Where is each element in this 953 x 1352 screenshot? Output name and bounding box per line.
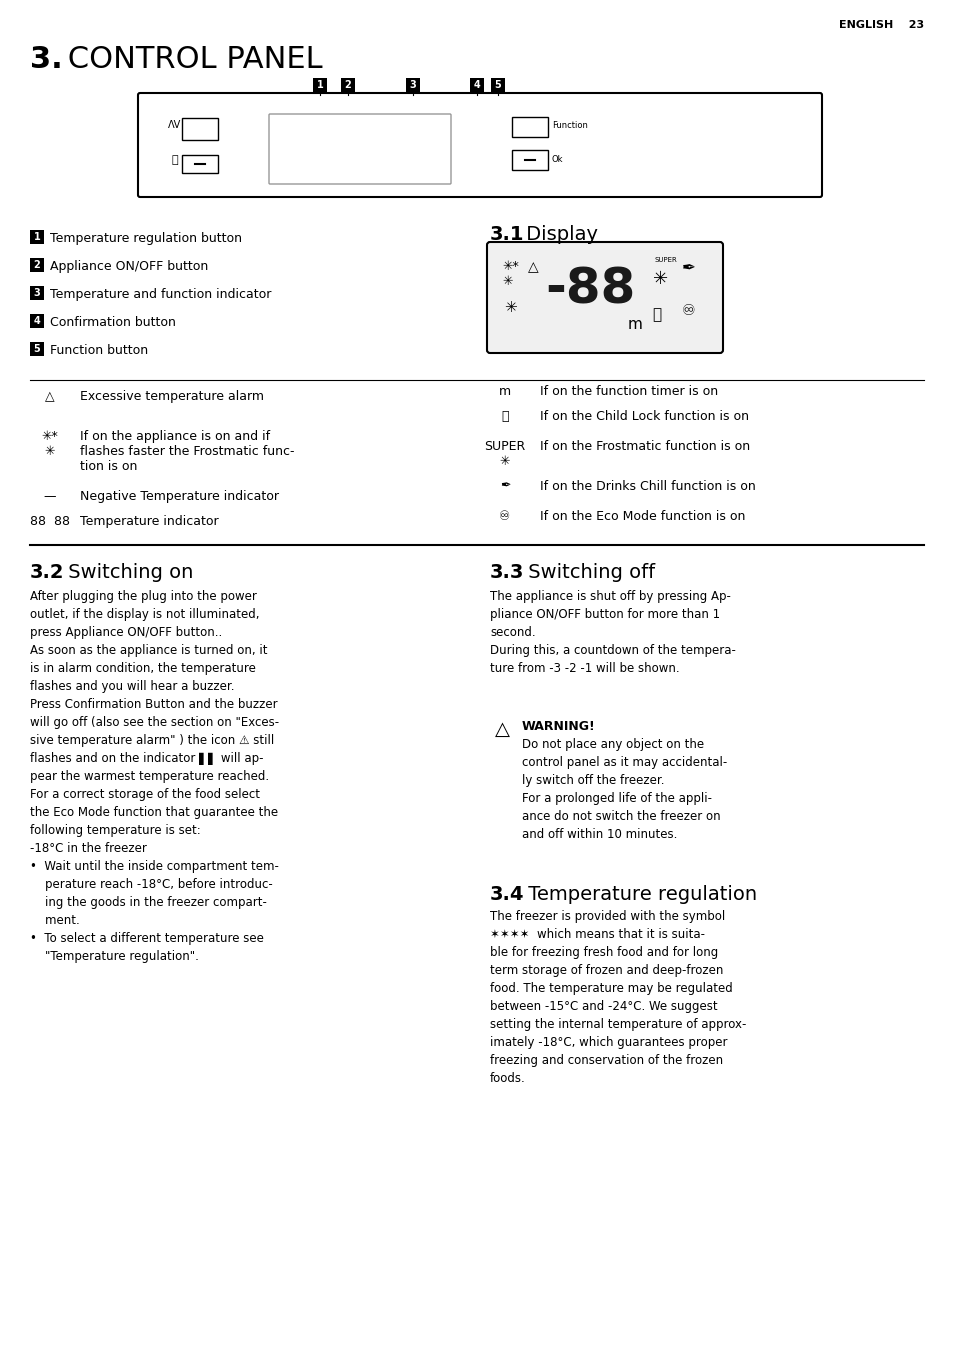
Text: 5: 5 [33, 343, 40, 354]
Text: If on the appliance is on and if
flashes faster the Frostmatic func-
tion is on: If on the appliance is on and if flashes… [80, 430, 294, 473]
Text: Temperature regulation: Temperature regulation [521, 886, 757, 904]
Text: Temperature and function indicator: Temperature and function indicator [50, 288, 271, 301]
Text: 4: 4 [33, 316, 40, 326]
Bar [491, 78, 504, 92]
Bar [512, 118, 547, 137]
Text: -88: -88 [544, 265, 635, 314]
Bar [313, 78, 327, 92]
Text: m: m [627, 316, 642, 333]
Text: 3: 3 [33, 288, 40, 297]
Text: 3.4: 3.4 [490, 886, 524, 904]
Text: 5: 5 [494, 80, 501, 91]
Bar [30, 314, 44, 329]
Text: Temperature indicator: Temperature indicator [80, 515, 218, 529]
Text: 1: 1 [33, 233, 40, 242]
Text: Do not place any object on the
control panel as it may accidental-
ly switch off: Do not place any object on the control p… [521, 738, 726, 841]
Text: 4: 4 [473, 80, 480, 91]
Text: m: m [498, 385, 511, 397]
Text: If on the Drinks Chill function is on: If on the Drinks Chill function is on [539, 480, 755, 493]
Bar [182, 155, 218, 173]
Text: 2: 2 [33, 260, 40, 270]
Text: ✒: ✒ [499, 480, 510, 493]
Text: CONTROL PANEL: CONTROL PANEL [58, 45, 322, 74]
Text: ✳*: ✳* [501, 260, 518, 273]
Text: SUPER: SUPER [655, 257, 677, 264]
Bar [406, 78, 419, 92]
Bar [30, 342, 44, 356]
Text: ✳*
✳: ✳* ✳ [42, 430, 58, 458]
Text: ✳: ✳ [652, 270, 667, 288]
Text: Temperature regulation button: Temperature regulation button [50, 233, 242, 245]
Text: WARNING!: WARNING! [521, 721, 595, 733]
Text: Function: Function [552, 120, 587, 130]
Text: If on the Eco Mode function is on: If on the Eco Mode function is on [539, 510, 744, 523]
Bar [30, 230, 44, 243]
FancyBboxPatch shape [138, 93, 821, 197]
Text: Excessive temperature alarm: Excessive temperature alarm [80, 389, 264, 403]
Text: The freezer is provided with the symbol
✶✶✶✶  which means that it is suita-
ble : The freezer is provided with the symbol … [490, 910, 745, 1086]
Text: Display: Display [519, 224, 598, 243]
Text: ΛV: ΛV [168, 120, 181, 130]
Text: 3.: 3. [30, 45, 63, 74]
Text: 1: 1 [316, 80, 323, 91]
Bar [340, 78, 355, 92]
Bar [512, 150, 547, 170]
Text: If on the function timer is on: If on the function timer is on [539, 385, 718, 397]
Text: 2: 2 [344, 80, 351, 91]
Text: △: △ [45, 389, 54, 403]
FancyBboxPatch shape [486, 242, 722, 353]
Text: ENGLISH    23: ENGLISH 23 [838, 20, 923, 30]
Text: SUPER
✳: SUPER ✳ [484, 439, 525, 468]
Text: 🔒: 🔒 [651, 307, 660, 322]
Text: After plugging the plug into the power
outlet, if the display is not illuminated: After plugging the plug into the power o… [30, 589, 279, 963]
Bar [182, 118, 218, 141]
Text: ✳: ✳ [501, 274, 512, 288]
Bar [30, 258, 44, 272]
Text: 🔒: 🔒 [500, 410, 508, 423]
Text: If on the Frostmatic function is on: If on the Frostmatic function is on [539, 439, 749, 453]
Text: △: △ [495, 721, 510, 740]
Text: 3: 3 [409, 80, 416, 91]
Text: Negative Temperature indicator: Negative Temperature indicator [80, 489, 278, 503]
Text: ✳: ✳ [503, 300, 517, 315]
Text: ✒: ✒ [681, 260, 695, 279]
Text: 3.1: 3.1 [490, 224, 524, 243]
Text: 3.2: 3.2 [30, 562, 65, 581]
Text: The appliance is shut off by pressing Ap-
pliance ON/OFF button for more than 1
: The appliance is shut off by pressing Ap… [490, 589, 735, 675]
Text: Appliance ON/OFF button: Appliance ON/OFF button [50, 260, 208, 273]
Bar [470, 78, 483, 92]
Text: △: △ [527, 260, 538, 274]
Text: —: — [44, 489, 56, 503]
Text: Ok: Ok [552, 155, 563, 165]
Text: Switching off: Switching off [521, 562, 655, 581]
Text: Switching on: Switching on [62, 562, 193, 581]
Bar [30, 287, 44, 300]
Text: 3.3: 3.3 [490, 562, 524, 581]
Text: Function button: Function button [50, 343, 148, 357]
Text: Confirmation button: Confirmation button [50, 316, 175, 329]
Text: ⏻: ⏻ [172, 155, 178, 165]
Text: ♾: ♾ [681, 303, 695, 318]
FancyBboxPatch shape [269, 114, 451, 184]
Text: ♾: ♾ [498, 510, 510, 523]
Text: If on the Child Lock function is on: If on the Child Lock function is on [539, 410, 748, 423]
Text: 88  88: 88 88 [30, 515, 70, 529]
